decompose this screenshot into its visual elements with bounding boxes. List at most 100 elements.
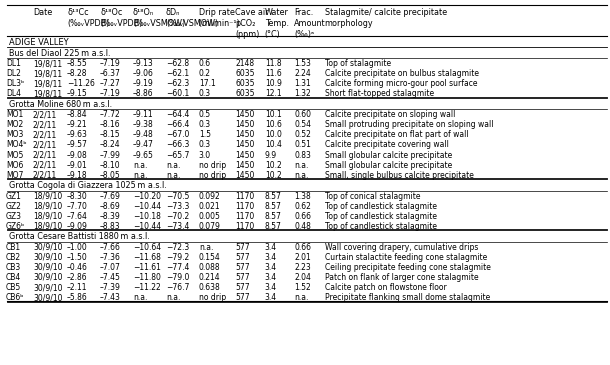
- Text: 1.31: 1.31: [294, 79, 310, 88]
- Text: n.a.: n.a.: [166, 161, 181, 170]
- Text: 18/9/10: 18/9/10: [33, 192, 62, 201]
- Text: morphology: morphology: [325, 19, 373, 28]
- Text: 1450: 1450: [235, 110, 255, 119]
- Text: Calcite forming micro-gour pool surface: Calcite forming micro-gour pool surface: [325, 79, 477, 88]
- Text: –8.39: –8.39: [100, 212, 121, 221]
- Text: n.a.: n.a.: [294, 171, 309, 180]
- Text: CB3: CB3: [6, 263, 21, 272]
- Text: −11.80: −11.80: [133, 273, 161, 282]
- Text: δ¹³Cᴄ: δ¹³Cᴄ: [67, 8, 88, 17]
- Text: –8.10: –8.10: [100, 161, 121, 170]
- Text: –7.64: –7.64: [67, 212, 88, 221]
- Text: 1450: 1450: [235, 171, 255, 180]
- Text: Top of candlestick stalagmite: Top of candlestick stalagmite: [325, 212, 437, 221]
- Text: −76.7: −76.7: [166, 283, 189, 292]
- Text: 1.5: 1.5: [199, 130, 211, 139]
- Text: –1.00: –1.00: [67, 243, 88, 252]
- Text: 1.32: 1.32: [294, 89, 310, 98]
- Text: −11.68: −11.68: [133, 253, 161, 262]
- Text: Short flat-topped stalagmite: Short flat-topped stalagmite: [325, 89, 434, 98]
- Text: –1.50: –1.50: [67, 253, 88, 262]
- Text: 0.2: 0.2: [199, 69, 211, 78]
- Text: Frac.: Frac.: [294, 8, 314, 17]
- Text: –9.21: –9.21: [67, 120, 88, 129]
- Text: 9.9: 9.9: [265, 150, 277, 160]
- Text: –2.11: –2.11: [67, 283, 88, 292]
- Text: −79.2: −79.2: [166, 253, 189, 262]
- Text: 3.4: 3.4: [265, 253, 277, 262]
- Text: n.a.: n.a.: [166, 293, 181, 302]
- Text: 3.0: 3.0: [199, 150, 211, 160]
- Text: 12.1: 12.1: [265, 89, 281, 98]
- Text: 0.638: 0.638: [199, 283, 221, 292]
- Text: –9.11: –9.11: [133, 110, 154, 119]
- Text: Amount: Amount: [294, 19, 326, 28]
- Text: 2/2/11: 2/2/11: [33, 130, 57, 139]
- Text: –7.19: –7.19: [100, 59, 121, 68]
- Text: Precipitate flanking small dome stalagmite: Precipitate flanking small dome stalagmi…: [325, 293, 490, 302]
- Text: DL3ᵇ: DL3ᵇ: [6, 79, 24, 88]
- Text: Water: Water: [265, 8, 289, 17]
- Text: no drip: no drip: [199, 161, 226, 170]
- Text: 30/9/10: 30/9/10: [33, 273, 62, 282]
- Text: Small protruding precipitate on sloping wall: Small protruding precipitate on sloping …: [325, 120, 493, 129]
- Text: −70.2: −70.2: [166, 212, 189, 221]
- Text: 2/2/11: 2/2/11: [33, 141, 57, 150]
- Text: δ¹⁸Oᴄ: δ¹⁸Oᴄ: [100, 8, 123, 17]
- Text: –9.65: –9.65: [133, 150, 154, 160]
- Text: 577: 577: [235, 293, 250, 302]
- Text: 1170: 1170: [235, 192, 255, 201]
- Text: 0.5: 0.5: [199, 110, 211, 119]
- Text: Small, single bulbus calcite precipitate: Small, single bulbus calcite precipitate: [325, 171, 473, 180]
- Text: 1.53: 1.53: [294, 59, 311, 68]
- Text: 0.54: 0.54: [294, 120, 311, 129]
- Text: 1170: 1170: [235, 222, 255, 231]
- Text: −77.4: −77.4: [166, 263, 189, 272]
- Text: Curtain stalactite feeding cone stalagmite: Curtain stalactite feeding cone stalagmi…: [325, 253, 487, 262]
- Text: −72.3: −72.3: [166, 243, 189, 252]
- Text: 2.24: 2.24: [294, 69, 310, 78]
- Text: –7.39: –7.39: [100, 283, 121, 292]
- Text: –8.69: –8.69: [100, 202, 121, 211]
- Text: –2.86: –2.86: [67, 273, 88, 282]
- Text: 8.57: 8.57: [265, 202, 282, 211]
- Text: 10.2: 10.2: [265, 171, 281, 180]
- Text: 2/2/11: 2/2/11: [33, 120, 57, 129]
- Text: 2/2/11: 2/2/11: [33, 110, 57, 119]
- Text: –7.66: –7.66: [100, 243, 121, 252]
- Text: 2/2/11: 2/2/11: [33, 161, 57, 170]
- Text: MO5: MO5: [6, 150, 23, 160]
- Text: Top of conical stalagmite: Top of conical stalagmite: [325, 192, 420, 201]
- Text: –8.16: –8.16: [100, 120, 121, 129]
- Text: 3.4: 3.4: [265, 273, 277, 282]
- Text: GZ2: GZ2: [6, 202, 22, 211]
- Text: CB2: CB2: [6, 253, 21, 262]
- Text: (‰ᵥVPDB): (‰ᵥVPDB): [67, 19, 109, 28]
- Text: 1450: 1450: [235, 141, 255, 150]
- Text: 19/8/11: 19/8/11: [33, 89, 62, 98]
- Text: −11.61: −11.61: [133, 263, 161, 272]
- Text: 10.6: 10.6: [265, 120, 282, 129]
- Text: –7.19: –7.19: [100, 89, 121, 98]
- Text: 0.66: 0.66: [294, 212, 311, 221]
- Text: −79.0: −79.0: [166, 273, 189, 282]
- Text: 19/8/11: 19/8/11: [33, 59, 62, 68]
- Text: −70.5: −70.5: [166, 192, 189, 201]
- Text: –7.27: –7.27: [100, 79, 121, 88]
- Text: −73.4: −73.4: [166, 222, 189, 231]
- Text: −10.20: −10.20: [133, 192, 161, 201]
- Text: (‰ᵥVPDB): (‰ᵥVPDB): [100, 19, 142, 28]
- Text: (‰ᵥVSMOW): (‰ᵥVSMOW): [166, 19, 218, 28]
- Text: 577: 577: [235, 273, 250, 282]
- Text: pCO₂: pCO₂: [235, 19, 256, 28]
- Text: 10.0: 10.0: [265, 130, 282, 139]
- Text: 30/9/10: 30/9/10: [33, 283, 62, 292]
- Text: Wall covering drapery, cumulative drips: Wall covering drapery, cumulative drips: [325, 243, 478, 252]
- Text: 1450: 1450: [235, 120, 255, 129]
- Text: 0.52: 0.52: [294, 130, 311, 139]
- Text: 8.57: 8.57: [265, 212, 282, 221]
- Text: GZ3: GZ3: [6, 212, 22, 221]
- Text: –9.57: –9.57: [67, 141, 88, 150]
- Text: n.a.: n.a.: [294, 161, 309, 170]
- Text: Calcite precipitate on bulbus stalagmite: Calcite precipitate on bulbus stalagmite: [325, 69, 478, 78]
